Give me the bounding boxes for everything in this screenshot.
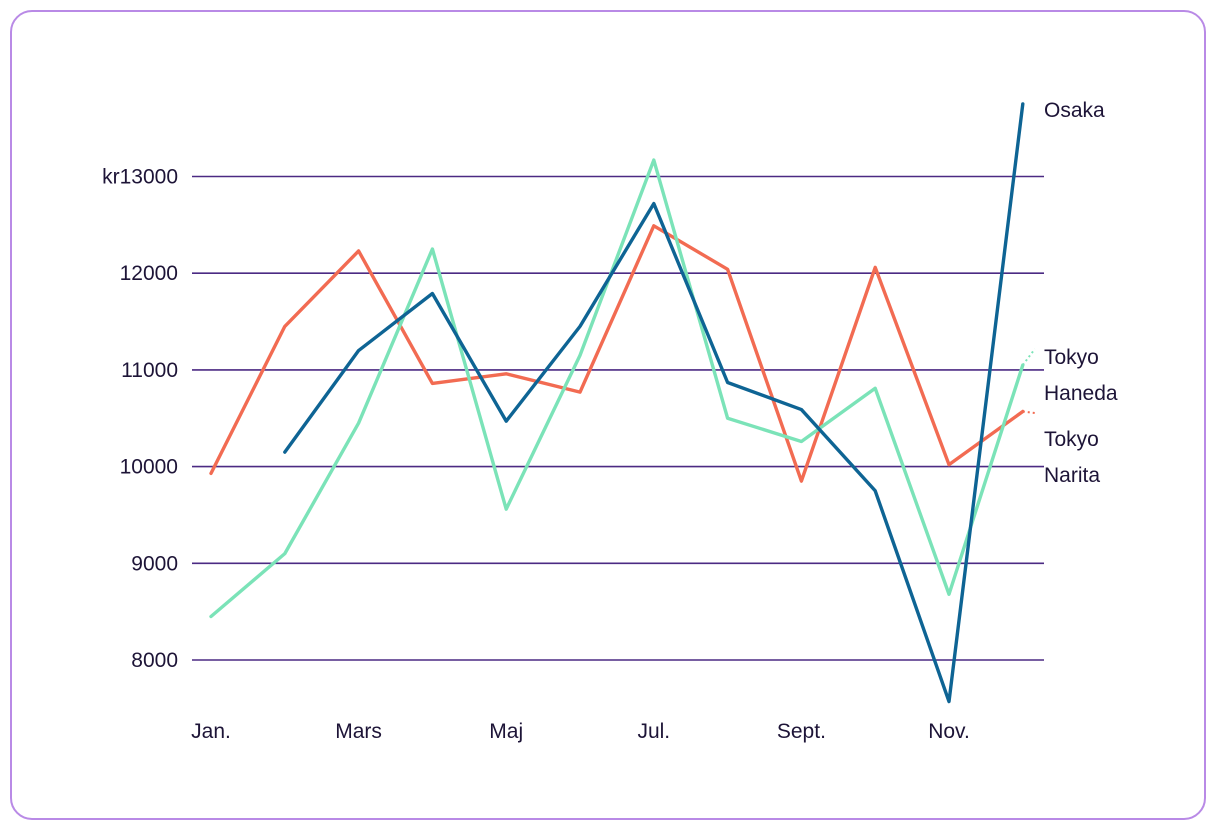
- x-tick-label: Jan.: [191, 720, 231, 743]
- series-label: Narita: [1044, 464, 1100, 487]
- x-axis-tick-labels: Jan. Mars Maj Jul. Sept. Nov.: [191, 720, 970, 743]
- y-tick-label: kr13000: [102, 166, 178, 189]
- series-label-leader: [1021, 348, 1036, 366]
- x-tick-label: Maj: [489, 720, 523, 743]
- x-tick-label: Sept.: [777, 720, 826, 743]
- series-label-leader: [1022, 410, 1035, 414]
- y-tick-label: 9000: [131, 552, 178, 575]
- series-line-osaka: [283, 102, 1025, 704]
- series-labels: Osaka Tokyo Haneda Tokyo Narita: [1021, 99, 1118, 487]
- y-axis-tick-labels: 8000 9000 10000 11000 12000 kr13000: [102, 166, 178, 673]
- x-tick-label: Mars: [335, 720, 382, 743]
- series-line-tokyo-haneda: [209, 158, 1025, 619]
- gridlines: [192, 175, 1044, 661]
- series-line-tokyo-narita: [209, 224, 1025, 483]
- y-tick-label: 8000: [131, 649, 178, 672]
- series-label: Tokyo: [1044, 428, 1099, 451]
- series-lines: [209, 102, 1025, 704]
- series-label: Haneda: [1044, 382, 1118, 405]
- x-tick-label: Nov.: [928, 720, 970, 743]
- y-tick-label: 12000: [120, 262, 178, 285]
- series-label: Tokyo: [1044, 346, 1099, 369]
- series-label: Osaka: [1044, 99, 1105, 122]
- x-tick-label: Jul.: [637, 720, 670, 743]
- y-tick-label: 11000: [121, 359, 178, 382]
- y-tick-label: 10000: [120, 456, 178, 479]
